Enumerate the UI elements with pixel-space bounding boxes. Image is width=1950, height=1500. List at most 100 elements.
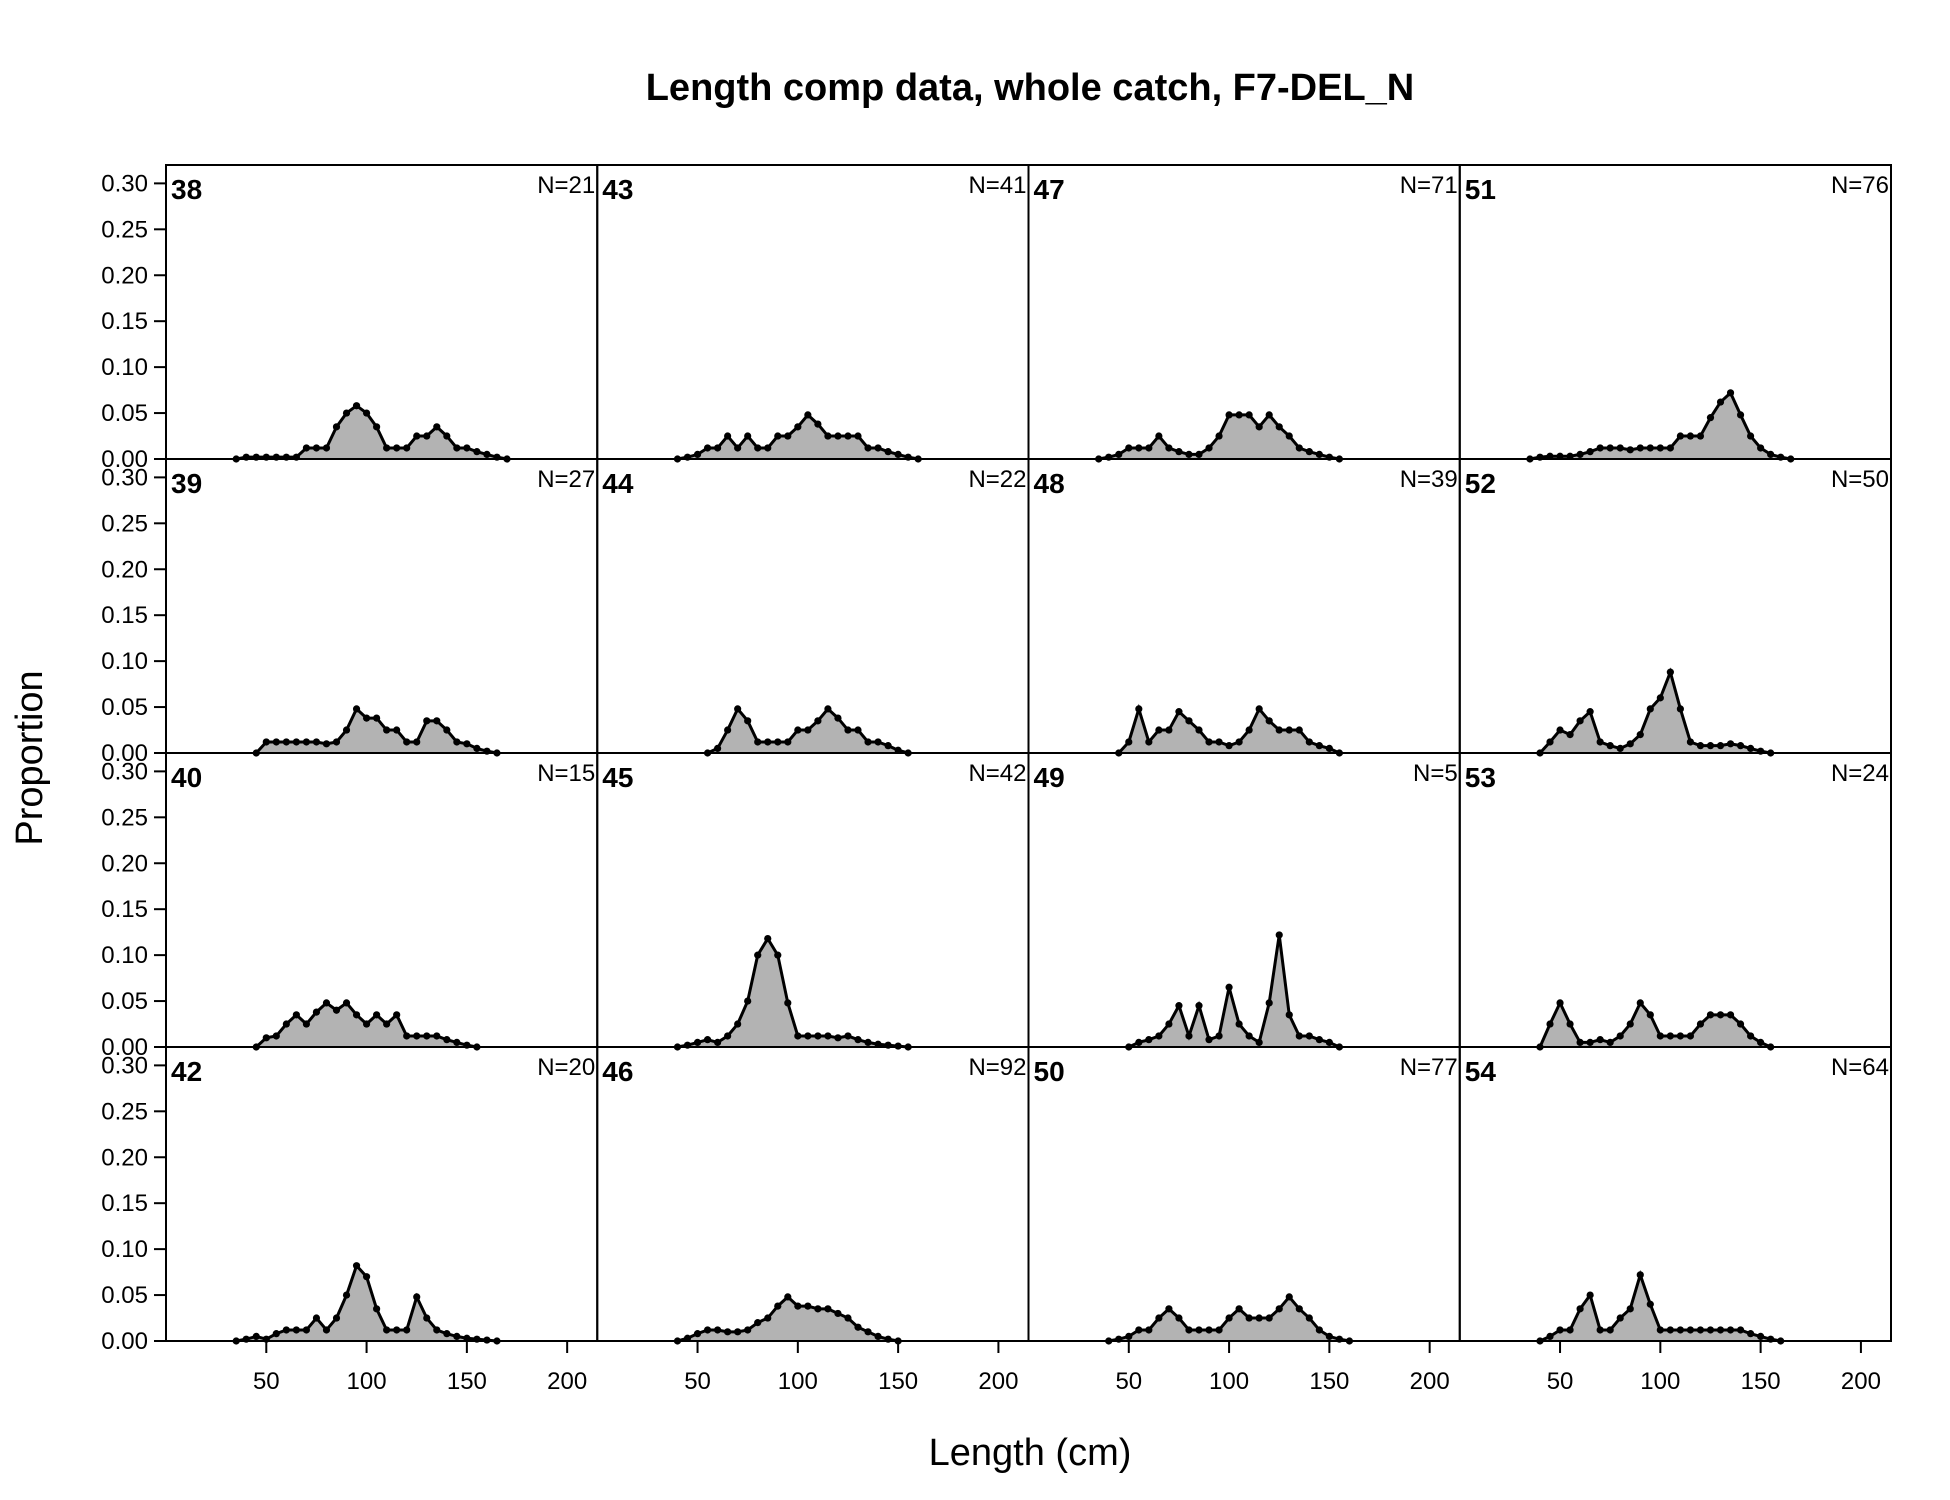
data-point xyxy=(373,1011,381,1019)
data-point xyxy=(844,432,852,440)
panel-frame xyxy=(165,164,599,460)
data-point xyxy=(1596,1036,1604,1044)
panel-year-label: 45 xyxy=(602,762,633,793)
panel-n-label: N=71 xyxy=(1400,172,1458,199)
y-tick-label: 0.05 xyxy=(101,400,148,427)
data-point xyxy=(1746,432,1755,440)
data-point xyxy=(1325,1038,1333,1047)
data-point xyxy=(322,740,331,748)
data-point xyxy=(1285,1011,1293,1019)
y-tick-label: 0.30 xyxy=(101,464,148,491)
data-point xyxy=(1205,1036,1213,1044)
data-point xyxy=(1265,717,1273,725)
data-point xyxy=(1666,444,1674,452)
data-point xyxy=(1265,1314,1273,1322)
panel-year-label: 48 xyxy=(1034,468,1065,499)
data-point xyxy=(322,1326,331,1334)
data-point xyxy=(393,1326,401,1334)
panel-area xyxy=(677,414,919,459)
data-point xyxy=(483,450,491,459)
data-point xyxy=(262,738,270,746)
data-point xyxy=(1135,1326,1143,1334)
data-point xyxy=(754,444,762,452)
data-point xyxy=(453,738,461,746)
data-point xyxy=(874,1332,882,1341)
data-point xyxy=(1185,1032,1193,1040)
data-point xyxy=(1195,1002,1203,1010)
data-point xyxy=(1726,389,1735,397)
data-point xyxy=(1255,1314,1263,1322)
data-point xyxy=(1215,1326,1223,1334)
data-point xyxy=(1576,1038,1584,1047)
data-point xyxy=(1145,738,1153,746)
x-tick-label: 50 xyxy=(253,1368,280,1395)
data-point xyxy=(1606,1326,1614,1334)
data-point xyxy=(1225,983,1233,991)
panel-44: 44 N=22 xyxy=(596,458,1030,757)
data-point xyxy=(744,997,752,1005)
data-point xyxy=(824,1305,832,1313)
data-point xyxy=(1626,740,1634,748)
data-point xyxy=(1556,1326,1564,1334)
data-point xyxy=(1706,1326,1715,1334)
data-point xyxy=(1235,738,1243,746)
data-point xyxy=(443,432,451,440)
data-point xyxy=(1546,1332,1554,1341)
data-point xyxy=(713,744,722,753)
data-point xyxy=(302,444,311,452)
data-point xyxy=(1626,446,1634,454)
data-point xyxy=(754,1319,762,1327)
data-point xyxy=(1165,726,1173,734)
panel-area xyxy=(236,405,507,459)
data-point xyxy=(1155,726,1163,734)
x-tick-label: 50 xyxy=(684,1368,711,1395)
data-point xyxy=(1726,1011,1735,1019)
data-point xyxy=(1195,726,1203,734)
y-tick-label: 0.30 xyxy=(101,758,148,785)
data-point xyxy=(874,738,882,746)
data-point xyxy=(443,726,451,734)
data-point xyxy=(1205,1326,1213,1334)
panel-year-label: 51 xyxy=(1465,174,1496,205)
data-point xyxy=(403,444,411,452)
data-point xyxy=(784,999,792,1007)
data-point xyxy=(1135,705,1143,713)
y-tick-label: 0.05 xyxy=(101,988,148,1015)
data-point xyxy=(1706,414,1715,422)
data-point xyxy=(1726,1326,1735,1334)
panel-year-label: 38 xyxy=(171,174,202,205)
data-point xyxy=(1185,1326,1193,1334)
panel-frame xyxy=(1458,164,1892,460)
data-point xyxy=(1586,708,1594,716)
panel-43: 43 N=41 xyxy=(596,164,1030,463)
data-point xyxy=(302,738,311,746)
data-point xyxy=(1656,444,1664,452)
data-point xyxy=(1175,1314,1183,1322)
data-point xyxy=(1235,411,1243,419)
data-point xyxy=(1676,705,1684,713)
panel-frame xyxy=(596,752,1030,1048)
panel-n-label: N=42 xyxy=(968,760,1026,787)
data-point xyxy=(1125,1332,1133,1341)
data-point xyxy=(403,1326,411,1334)
panel-year-label: 40 xyxy=(171,762,202,793)
data-point xyxy=(1315,1326,1323,1334)
data-point xyxy=(1125,444,1133,452)
data-point xyxy=(713,444,722,452)
data-point xyxy=(373,1305,381,1313)
data-point xyxy=(322,999,331,1007)
panel-n-label: N=64 xyxy=(1831,1054,1889,1081)
panel-year-label: 43 xyxy=(602,174,633,205)
data-point xyxy=(844,1314,852,1322)
data-point xyxy=(884,448,892,456)
y-tick-label: 0.05 xyxy=(101,694,148,721)
data-point xyxy=(1285,432,1293,440)
data-point xyxy=(834,432,842,440)
data-point xyxy=(713,1038,722,1047)
data-point xyxy=(1275,931,1283,939)
data-point xyxy=(272,1032,280,1040)
data-point xyxy=(804,726,812,734)
data-point xyxy=(1746,1032,1755,1040)
data-point xyxy=(1676,432,1684,440)
y-tick-label: 0.15 xyxy=(101,1190,148,1217)
